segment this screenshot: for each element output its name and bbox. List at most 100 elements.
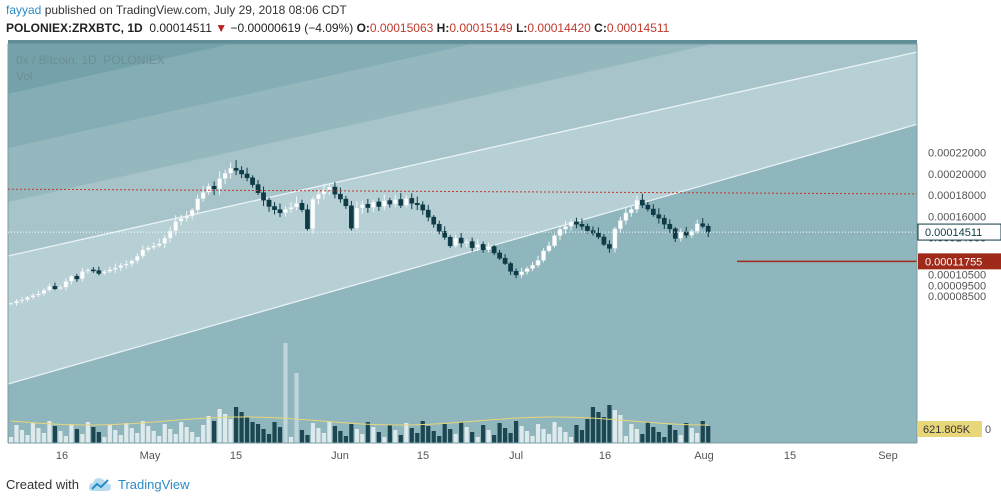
candle (25, 295, 30, 302)
volume-bar (349, 424, 354, 443)
candle (8, 302, 14, 306)
channel-lower-line (7, 123, 918, 385)
price-axis[interactable]: 0.00022000 0.00020000 0.00018000 0.00016000… (916, 44, 1001, 443)
volume-bar (524, 431, 530, 443)
volume-bar (442, 424, 447, 443)
volume-bar (437, 436, 442, 443)
candle-body (519, 271, 524, 276)
volume-bar (667, 425, 672, 443)
volume-bar (519, 426, 524, 443)
volume-bar (190, 432, 195, 443)
channel-main (8, 52, 917, 385)
candle (134, 253, 140, 264)
y-tick-label: 0.00010500 (928, 270, 986, 282)
candle (228, 162, 233, 179)
candle (327, 184, 332, 195)
candle (694, 219, 700, 234)
candle-body (112, 267, 118, 270)
y-tick-label: 0.00022000 (928, 148, 986, 160)
candle-body (431, 216, 437, 225)
volume-bar (321, 433, 327, 443)
volume-bar (601, 417, 607, 443)
candle-body (607, 244, 612, 249)
candle-body (667, 223, 673, 230)
volume-bar (80, 434, 85, 443)
candle (387, 197, 393, 208)
candle (101, 269, 107, 276)
candle-body (376, 201, 382, 207)
candle-body (36, 293, 41, 296)
candle-body (211, 186, 217, 190)
candle (420, 201, 426, 215)
candle-body (305, 209, 310, 230)
candle-body (705, 225, 711, 233)
volume-bar (129, 428, 134, 443)
candle-body (129, 260, 135, 265)
time-axis[interactable]: 16 May 15 Jun 15 Jul 16 Aug 15 Sep (0, 442, 1001, 470)
candle-body (535, 260, 541, 266)
price-axis-bg (917, 44, 1001, 443)
candle (475, 239, 480, 251)
candle (310, 196, 316, 234)
volume-bar (47, 421, 52, 443)
tradingview-link[interactable]: TradingView (118, 477, 190, 492)
candle-body (392, 199, 398, 205)
x-tick-label: 15 (230, 450, 242, 462)
volume-bar (590, 407, 596, 443)
candle-body (596, 232, 601, 238)
volume-bar (288, 437, 294, 443)
volume-bar (513, 421, 519, 443)
candle-body (414, 203, 420, 206)
candle-body (469, 241, 475, 248)
volume-bar (508, 433, 513, 443)
candle (91, 267, 96, 273)
candle (640, 193, 645, 209)
candle (629, 206, 634, 217)
candle-body (30, 295, 36, 298)
candle-body (370, 201, 376, 208)
candle-body (694, 223, 700, 232)
price-chart[interactable]: 0x / Bitcoin, 1D, POLONIEX Vol 0.0002200… (0, 40, 1001, 470)
author-link[interactable]: fayyad (6, 3, 42, 17)
x-tick-label: 16 (599, 450, 611, 462)
candle (200, 186, 206, 202)
volume-bar (91, 427, 96, 443)
tradingview-logo-icon[interactable] (88, 475, 112, 493)
footer: Created with TradingView (0, 470, 1001, 501)
volume-bar (415, 433, 420, 443)
x-tick-label: Sep (878, 450, 898, 462)
candle-body (458, 237, 464, 244)
candle-body (41, 289, 47, 294)
candle (530, 261, 535, 272)
volume-bar (640, 434, 645, 443)
created-with-label: Created with (6, 477, 79, 492)
candle (612, 226, 618, 253)
candle (579, 218, 585, 230)
volume-badge-bg (918, 421, 982, 437)
volume-zero-label: 0 (985, 424, 991, 436)
volume-bar (201, 425, 206, 443)
time-axis-bg (0, 443, 1001, 470)
volume-bar (69, 424, 74, 443)
volume-bar (19, 430, 25, 443)
candle (519, 267, 524, 278)
candle-body (508, 263, 513, 272)
x-tick-label: Jun (331, 450, 349, 462)
x-tick-label: 16 (56, 450, 68, 462)
volume-bar (113, 430, 118, 443)
candle (129, 259, 135, 267)
last-price: 0.00014511 (149, 21, 212, 35)
candle-body (19, 299, 25, 302)
candle-body (63, 281, 69, 288)
resistance-line (7, 188, 918, 195)
volume-bars (8, 343, 711, 443)
volume-bar (332, 426, 338, 443)
volume-bar (365, 422, 370, 443)
candle-body (623, 212, 629, 221)
volume-bar (574, 425, 579, 443)
volume-bar (354, 429, 359, 443)
candle-body (491, 246, 497, 254)
volume-bar (376, 432, 381, 443)
y-tick-label: 0.00009500 (928, 280, 986, 292)
publish-line: fayyad published on TradingView.com, Jul… (6, 3, 347, 17)
